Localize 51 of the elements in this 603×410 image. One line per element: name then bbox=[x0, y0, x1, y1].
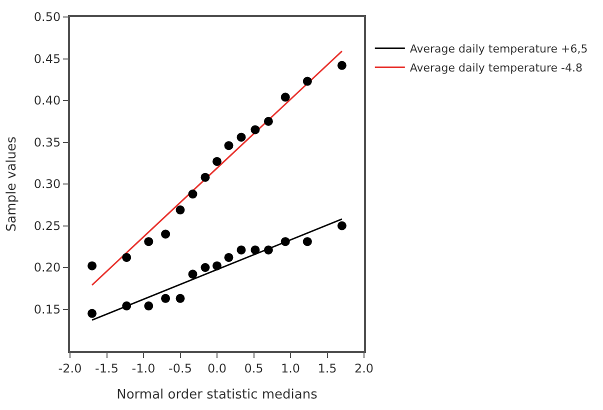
y-tick-label: 0.35 bbox=[34, 135, 61, 150]
point bbox=[122, 301, 132, 310]
point bbox=[264, 245, 273, 254]
point bbox=[200, 172, 210, 182]
point bbox=[144, 301, 154, 310]
point bbox=[212, 156, 222, 166]
point bbox=[236, 245, 246, 254]
point bbox=[188, 190, 198, 199]
x-tick-label: 0.0 bbox=[207, 361, 227, 376]
point bbox=[236, 132, 246, 142]
point bbox=[176, 205, 185, 214]
y-tick-label: 0.15 bbox=[34, 302, 61, 316]
point bbox=[302, 237, 312, 246]
point bbox=[264, 116, 273, 126]
point bbox=[122, 252, 132, 262]
x-tick-label: 2.0 bbox=[354, 361, 374, 376]
point bbox=[144, 237, 154, 246]
point bbox=[224, 252, 234, 262]
x-tick-label: 1.0 bbox=[280, 361, 300, 376]
point bbox=[250, 245, 260, 254]
legend-label: Average daily temperature -4.8 bbox=[410, 61, 583, 74]
point bbox=[224, 141, 234, 150]
point bbox=[176, 294, 185, 303]
point bbox=[302, 76, 312, 86]
point bbox=[200, 263, 210, 272]
point bbox=[280, 237, 290, 246]
y-tick-label: 0.25 bbox=[34, 218, 61, 233]
x-axis-title: Normal order statistic medians bbox=[116, 388, 318, 402]
point bbox=[88, 308, 97, 318]
legend-label: Average daily temperature +6,5 bbox=[410, 42, 588, 56]
point bbox=[161, 230, 170, 239]
x-tick-label: -1.5 bbox=[95, 361, 118, 376]
x-tick-label: 1.5 bbox=[318, 361, 337, 376]
point bbox=[280, 92, 290, 102]
point bbox=[337, 221, 346, 230]
point bbox=[88, 261, 97, 270]
y-tick-label: 0.20 bbox=[34, 260, 61, 275]
point bbox=[212, 261, 222, 270]
point bbox=[250, 125, 260, 134]
point bbox=[337, 60, 346, 70]
y-tick-label: 0.40 bbox=[34, 94, 61, 108]
x-tick-label: 0.5 bbox=[244, 361, 264, 376]
y-tick-label: 0.45 bbox=[34, 52, 61, 66]
x-tick-label: -1.0 bbox=[132, 361, 156, 376]
point bbox=[188, 270, 198, 279]
x-tick-label: -2.0 bbox=[58, 361, 82, 376]
y-axis-title: Sample values bbox=[4, 136, 20, 232]
y-tick-label: 0.30 bbox=[34, 177, 61, 192]
x-tick-label: -0.5 bbox=[168, 361, 192, 376]
y-tick-label: 0.50 bbox=[34, 10, 61, 24]
point bbox=[161, 294, 170, 303]
